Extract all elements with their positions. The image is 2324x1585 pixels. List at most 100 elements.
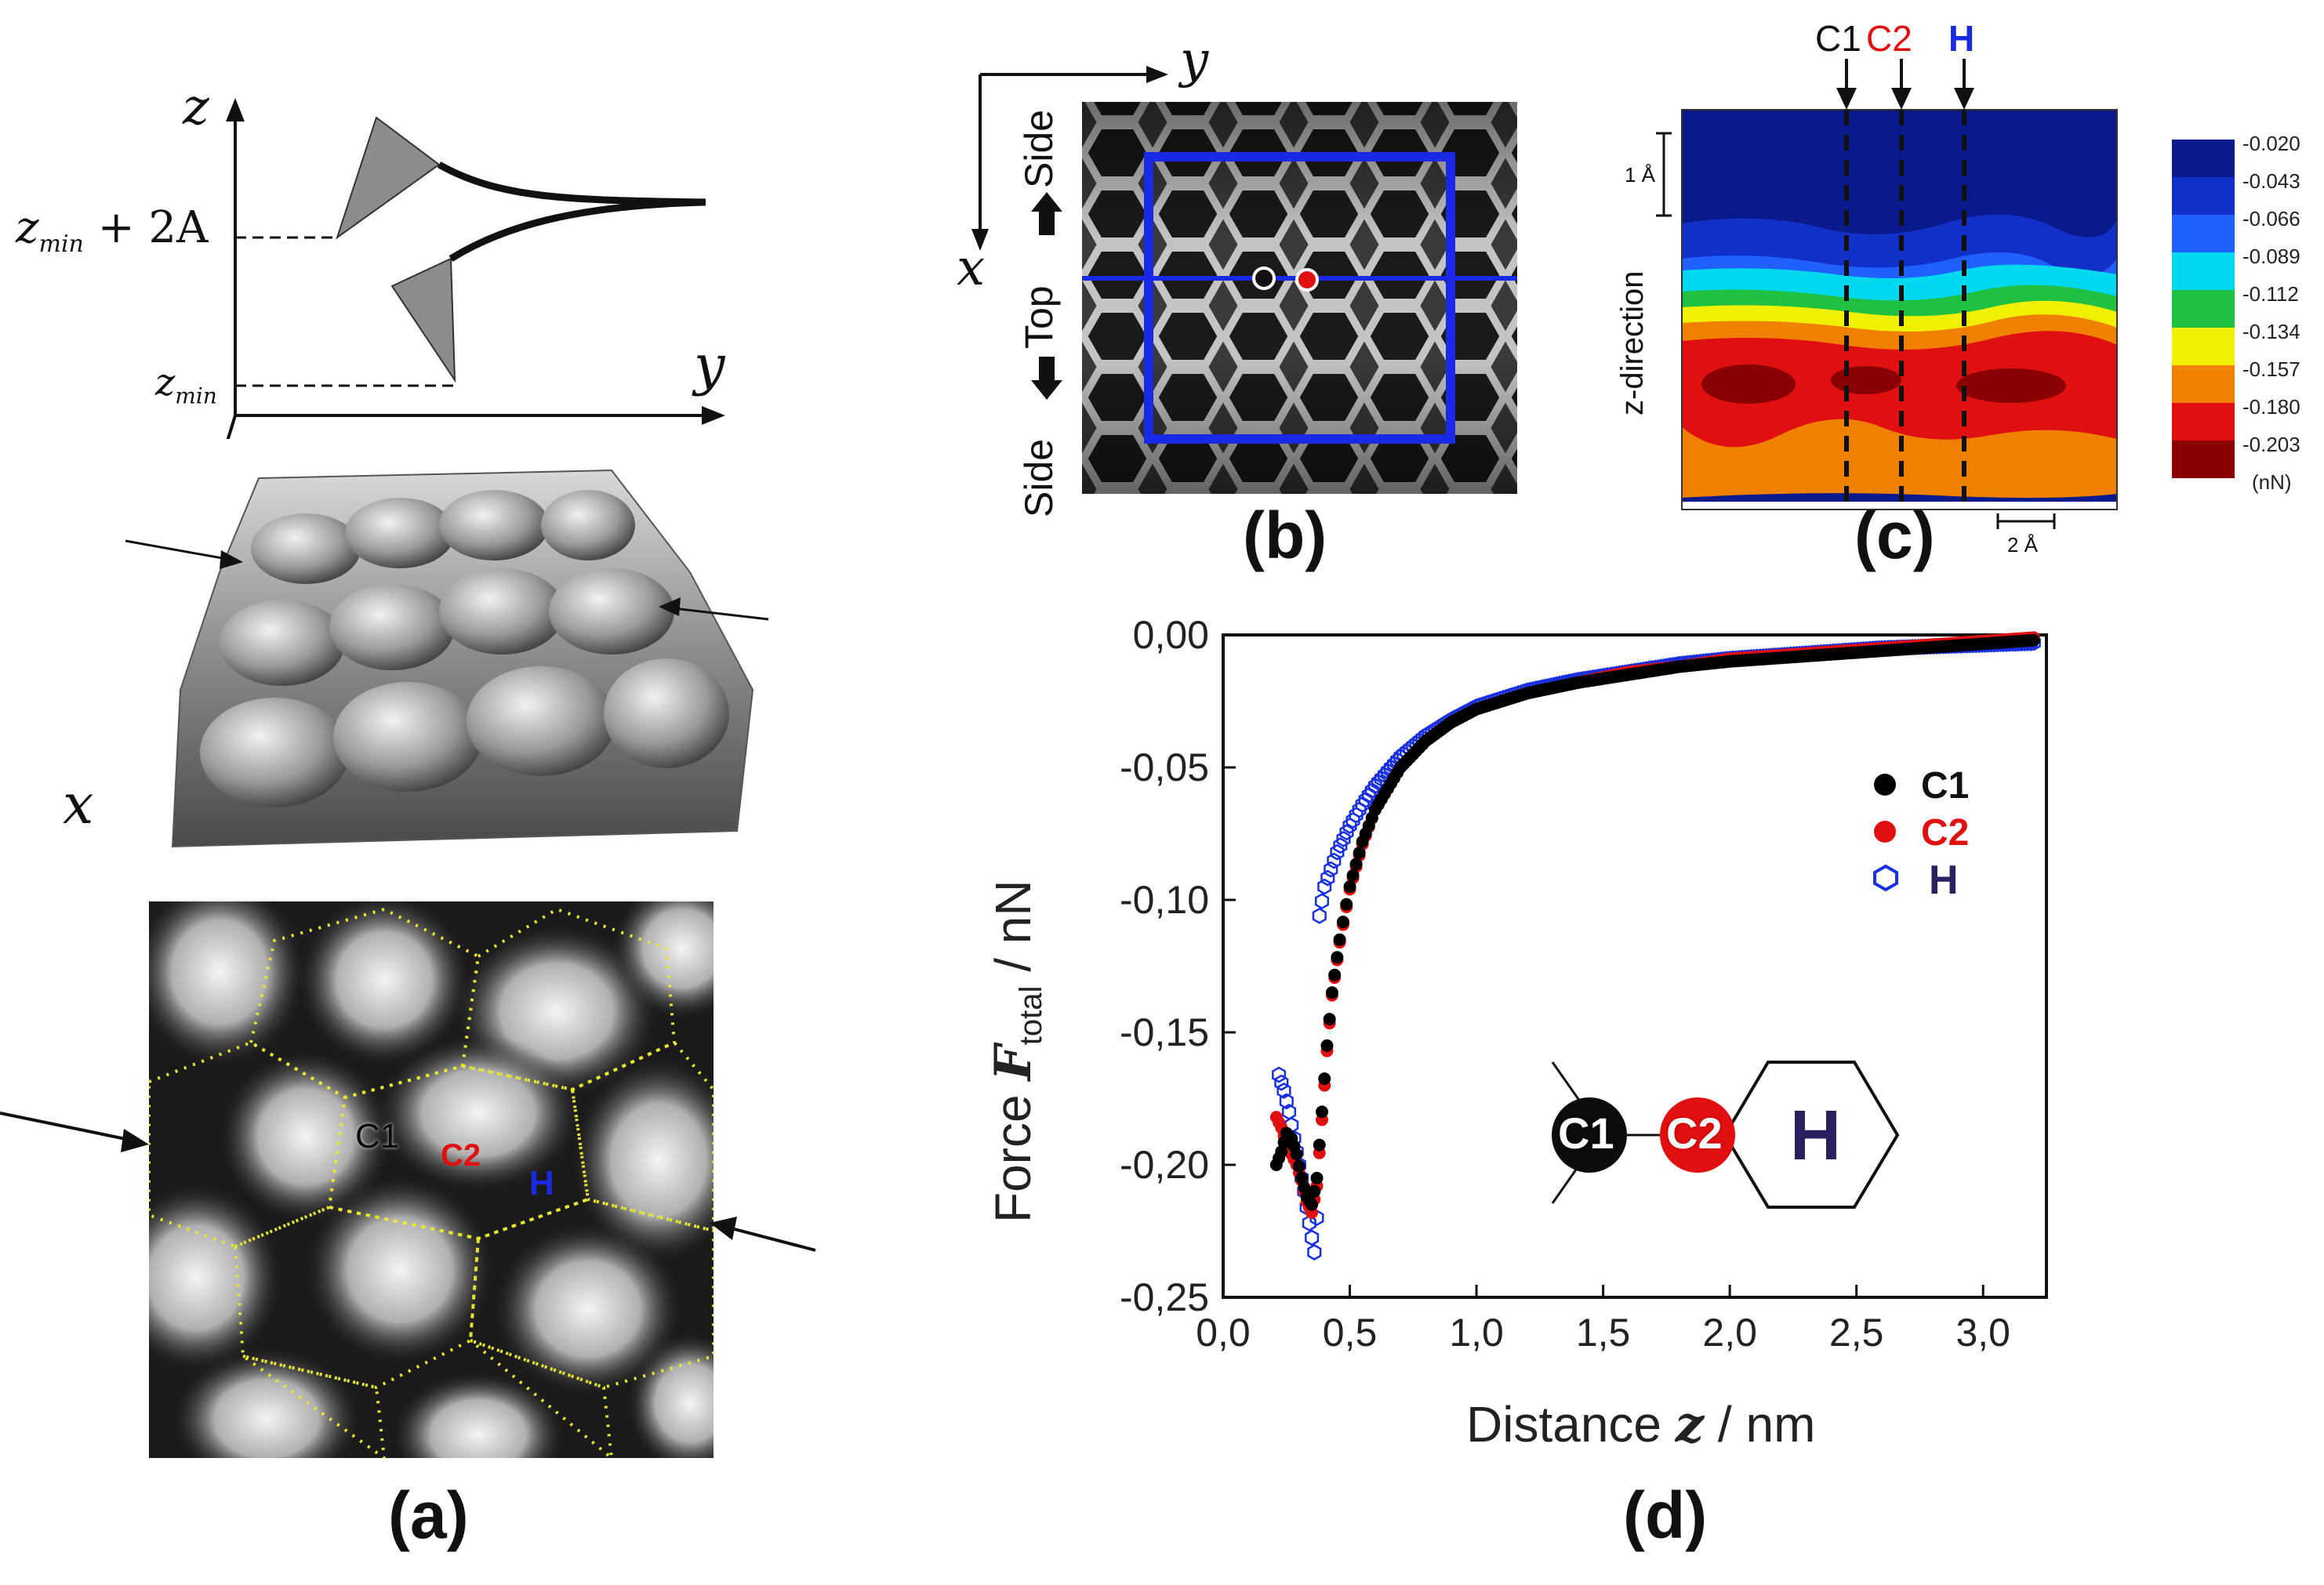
c-level-8c — [1956, 368, 2066, 403]
d-x-tick-label: 2,5 — [1829, 1311, 1884, 1355]
d-point-c1 — [1325, 986, 1338, 999]
b-side-bottom-label: Side — [1017, 438, 1061, 517]
c-colorbar-swatch-1 — [2172, 177, 2235, 215]
d-point-c1 — [1310, 1171, 1324, 1184]
b-y-label: y — [1180, 31, 1209, 89]
c-colorbar-swatch-7 — [2172, 403, 2235, 441]
d-plot-frame — [1222, 633, 2048, 1299]
a-tip-upper — [336, 116, 441, 240]
c-colorbar-level-1: -0.043 — [2242, 169, 2300, 193]
b-arrow-down — [1031, 357, 1062, 400]
panel-b-label: (b) — [1243, 499, 1327, 572]
d-legend-label-c2: C2 — [1921, 812, 1970, 854]
d-x-axis-title: Distance z / nm — [1466, 1395, 1816, 1454]
d-point-c1 — [1318, 1072, 1331, 1086]
d-point-h — [1361, 787, 1376, 803]
b-scan-region — [1144, 152, 1455, 444]
c-colorbar-level-4: -0.112 — [2242, 282, 2299, 306]
b-nanotube-image — [971, 66, 1517, 494]
a-surface-arrow-left — [125, 539, 236, 562]
d-x-tick-label: 0,5 — [1323, 1311, 1378, 1355]
c-contour-map — [1656, 59, 2118, 529]
c-colorbar-swatch-6 — [2172, 365, 2235, 403]
c-colorbar-swatch-0 — [2172, 140, 2235, 177]
d-point-h — [1307, 1244, 1322, 1260]
d-molecule-c1 — [1552, 1097, 1627, 1173]
d-ticks: 0,0 0,5 1,0 1,5 2,0 2,5 3,0 0,00 -0,05 -0,10 -0,15… — [1120, 613, 2010, 1355]
c-colorbar-unit: (nN) — [2252, 470, 2292, 494]
d-point-c1 — [1340, 898, 1353, 911]
d-point-h — [1358, 791, 1373, 808]
c-colorbar — [2172, 140, 2235, 478]
d-point-c1 — [1320, 1039, 1334, 1052]
c-colorbar-level-2: -0.066 — [2242, 207, 2300, 230]
d-point-c1 — [1316, 1105, 1328, 1119]
d-y-tick-label: -0,05 — [1120, 745, 1209, 789]
d-point-h — [1364, 782, 1379, 800]
panel-a-schematic — [226, 98, 725, 439]
d-point-h — [1371, 774, 1385, 791]
a-afm-label-c2: C2 — [441, 1138, 481, 1173]
d-legend-marker-c2 — [1874, 821, 1896, 843]
a-afm-image — [149, 901, 714, 1458]
a-afm-label-c1: C1 — [355, 1117, 400, 1155]
a-hexagon-overlay — [149, 907, 714, 1458]
d-force-distance-chart: 0,0 0,5 1,0 1,5 2,0 2,5 3,0 0,00 -0,05 -0,10 -0,15… — [1120, 613, 2048, 1355]
d-molecule-hexagon — [1723, 1061, 1900, 1209]
d-point-h — [1276, 1082, 1291, 1099]
d-point-h — [1336, 830, 1351, 847]
c-y-label: z-direction — [1615, 270, 1650, 415]
d-molecule-c2 — [1660, 1097, 1735, 1173]
d-point-h — [1374, 770, 1389, 787]
d-x-tick-label: 3,0 — [1955, 1311, 2010, 1355]
a-x-axis — [226, 415, 237, 439]
b-arrow-up — [1031, 192, 1062, 235]
a-oscillation-lower — [448, 198, 706, 262]
d-point-c1 — [1323, 1013, 1336, 1026]
a-oscillation-upper — [437, 161, 706, 206]
d-point-h — [1339, 824, 1354, 841]
d-point-h — [1367, 778, 1382, 795]
d-point-h — [1333, 837, 1348, 854]
d-point-h — [1305, 1229, 1320, 1246]
a-y-arrowhead — [702, 406, 725, 425]
d-data-points — [1269, 631, 2041, 1260]
d-point-h — [1272, 1066, 1287, 1083]
panel-b: y x Side Top Side (b) — [941, 0, 1552, 611]
c-colorbar-swatch-2 — [2172, 215, 2235, 252]
d-point-h — [1302, 1214, 1316, 1231]
d-point-c1 — [1349, 858, 1363, 871]
d-molecule-inset — [1551, 1061, 1900, 1209]
d-legend-marker-h — [1873, 865, 1898, 891]
d-point-c1 — [1343, 880, 1356, 894]
c-colorbar-swatch-5 — [2172, 328, 2235, 365]
d-point-h — [1330, 843, 1345, 861]
a-y-label: y — [694, 333, 725, 397]
c-level-8b — [1831, 366, 1901, 394]
b-marker-c1 — [1252, 267, 1276, 290]
panel-a: z y zmin + 2A zmin — [0, 0, 910, 1585]
c-scale-v-label: 1 Å — [1625, 163, 1656, 187]
d-point-h — [1314, 893, 1330, 910]
d-legend-label-h: H — [1929, 858, 1959, 903]
d-point-c1 — [1353, 847, 1366, 860]
d-molecule-label-c2: C2 — [1666, 1108, 1723, 1158]
d-point-h — [1312, 907, 1327, 924]
c-col-label-h: H — [1948, 18, 1975, 59]
a-surface-arrow-right — [666, 606, 769, 621]
d-point-h — [1355, 796, 1370, 813]
panel-c: C1 C2 H z-direction 1 Å 2 Å -0.020 -0.04… — [1584, 0, 2324, 611]
d-x-tick-label: 1,5 — [1576, 1311, 1631, 1355]
c-colorbar-level-5: -0.134 — [2242, 320, 2300, 343]
b-top-label: Top — [1017, 285, 1061, 349]
d-y-tick-label: -0,10 — [1120, 878, 1209, 922]
d-point-c1 — [1308, 1184, 1321, 1198]
panel-c-label: (c) — [1854, 499, 1935, 572]
d-point-c1 — [1333, 933, 1346, 946]
c-colorbar-level-8: -0.203 — [2242, 433, 2300, 456]
panel-d-label: (d) — [1623, 1478, 1708, 1552]
d-y-axis-title: Force Ftotal / nN — [984, 880, 1048, 1223]
d-y-tick-label: 0,00 — [1133, 613, 1209, 657]
c-colorbar-level-0: -0.020 — [2242, 132, 2300, 155]
d-point-h — [1279, 1093, 1294, 1110]
